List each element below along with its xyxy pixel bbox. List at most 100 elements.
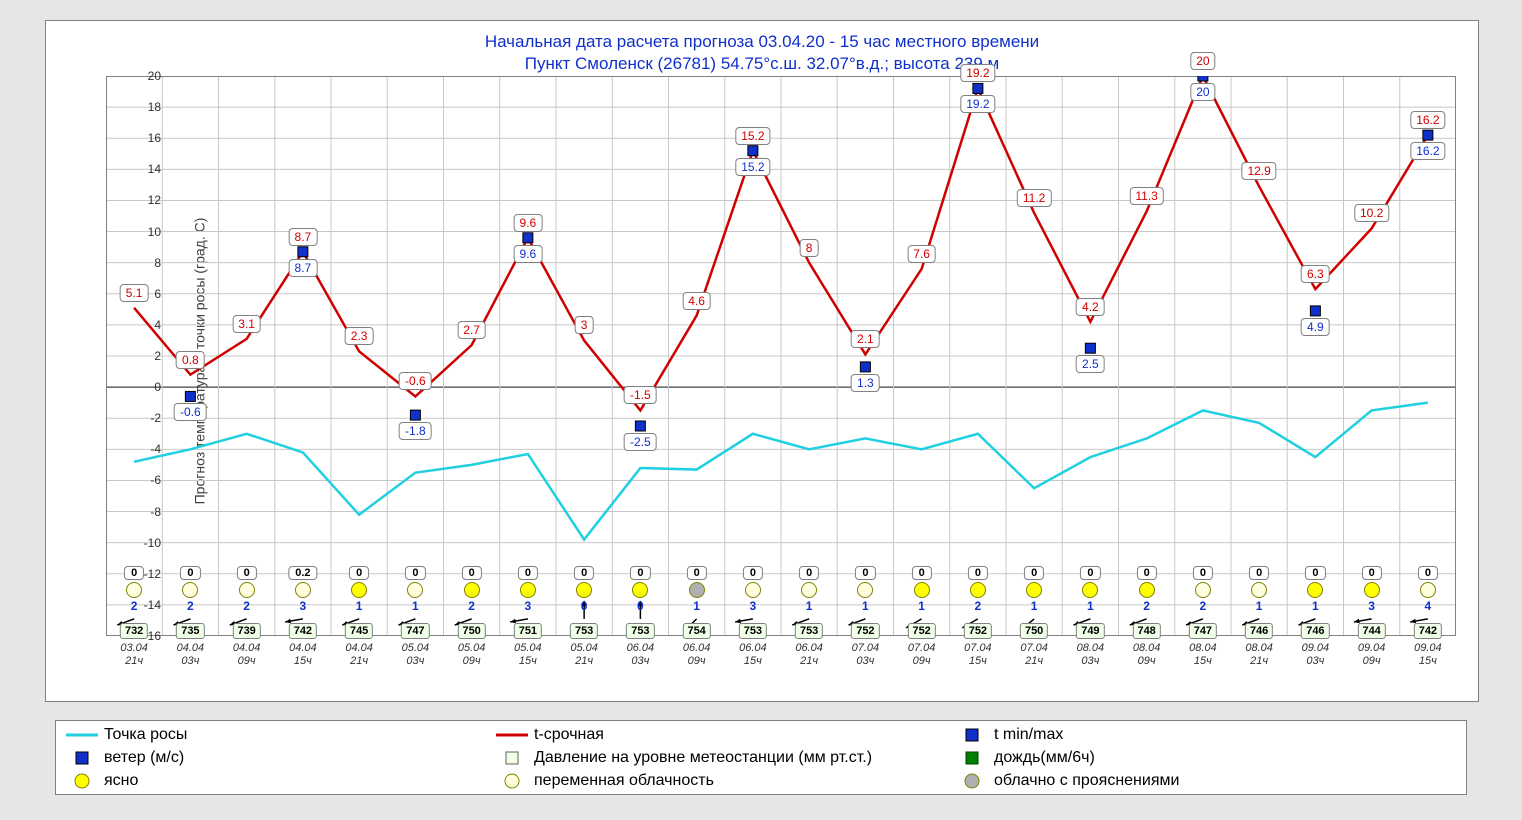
minmax-label: 9.6 — [514, 245, 543, 263]
wind-speed-label: 1 — [1256, 599, 1263, 613]
precip-label: 0 — [743, 566, 763, 580]
pressure-label: 753 — [570, 623, 598, 639]
temp-label: 8 — [800, 239, 819, 257]
legend-row: Точка росы t-срочная t min/max — [66, 723, 1456, 746]
y-tick-label: -2 — [111, 411, 161, 425]
wind-speed-label: 1 — [1087, 599, 1094, 613]
precip-label: 0 — [1137, 566, 1157, 580]
precip-label: 0 — [855, 566, 875, 580]
temp-label: 10.2 — [1354, 204, 1389, 222]
y-tick-label: 4 — [111, 318, 161, 332]
wind-speed-label: 2 — [1200, 599, 1207, 613]
legend-minmax: t min/max — [956, 726, 1063, 744]
temp-label: 11.2 — [1017, 189, 1051, 207]
temp-label: 0.8 — [176, 351, 205, 369]
wind-speed-label: 3 — [1368, 599, 1375, 613]
pressure-label: 753 — [626, 623, 654, 639]
weather-icon — [1307, 582, 1323, 598]
weather-icon — [1139, 582, 1155, 598]
y-tick-label: 20 — [111, 69, 161, 83]
x-tick-label: 03.0421ч — [120, 642, 148, 668]
temp-label: 8.7 — [289, 228, 318, 246]
weather-icon — [745, 582, 761, 598]
wind-speed-label: 3 — [750, 599, 757, 613]
legend-label: ветер (м/с) — [104, 749, 184, 767]
wind-speed-label: 3 — [525, 599, 532, 613]
pressure-label: 750 — [1020, 623, 1048, 639]
title-line1: Начальная дата расчета прогноза 03.04.20… — [46, 31, 1478, 53]
pressure-label: 752 — [851, 623, 879, 639]
weather-icon — [464, 582, 480, 598]
wind-speed-label: 4 — [1425, 599, 1432, 613]
wind-speed-label: 1 — [1031, 599, 1038, 613]
legend-row: ясно переменная облачность облачно с про… — [66, 769, 1456, 792]
x-tick-label: 09.0403ч — [1302, 642, 1330, 668]
minmax-label: -1.8 — [399, 422, 432, 440]
pressure-label: 749 — [1076, 623, 1104, 639]
temp-label: 3 — [575, 316, 594, 334]
weather-icon — [1251, 582, 1267, 598]
legend-label: облачно с прояснениями — [994, 772, 1179, 790]
weather-icon — [1082, 582, 1098, 598]
y-tick-label: 0 — [111, 380, 161, 394]
x-tick-label: 09.0415ч — [1414, 642, 1442, 668]
temp-label: 2.3 — [345, 327, 374, 345]
precip-label: 0 — [912, 566, 932, 580]
wind-speed-label: 2 — [468, 599, 475, 613]
temp-label: -0.6 — [399, 372, 432, 390]
legend-label: t min/max — [994, 726, 1063, 744]
weather-icon — [857, 582, 873, 598]
precip-label: 0 — [799, 566, 819, 580]
pressure-label: 748 — [1132, 623, 1160, 639]
precip-label: 0.2 — [288, 566, 317, 580]
x-tick-label: 06.0421ч — [795, 642, 823, 668]
temp-label: 4.6 — [682, 292, 711, 310]
wind-speed-label: 1 — [1312, 599, 1319, 613]
title-line2: Пункт Смоленск (26781) 54.75°с.ш. 32.07°… — [46, 53, 1478, 75]
pressure-label: 747 — [1189, 623, 1217, 639]
circle-icon — [66, 773, 98, 789]
weather-icon — [295, 582, 311, 598]
temp-label: 3.1 — [232, 315, 261, 333]
legend-rain: дождь(мм/6ч) — [956, 749, 1095, 767]
legend-label: Давление на уровне метеостанции (мм рт.с… — [534, 749, 872, 767]
weather-icon — [239, 582, 255, 598]
weather-icon — [576, 582, 592, 598]
legend-dew: Точка росы — [66, 726, 496, 744]
weather-icon — [1195, 582, 1211, 598]
legend-t: t-срочная — [496, 726, 956, 744]
y-tick-label: -8 — [111, 505, 161, 519]
minmax-label: 16.2 — [1410, 142, 1445, 160]
minmax-label: 19.2 — [960, 95, 995, 113]
precip-label: 0 — [462, 566, 482, 580]
pressure-label: 752 — [964, 623, 992, 639]
wind-speed-label: 2 — [975, 599, 982, 613]
precip-label: 0 — [1362, 566, 1382, 580]
pressure-label: 739 — [232, 623, 260, 639]
minmax-label: -2.5 — [624, 433, 657, 451]
temp-label: 6.3 — [1301, 265, 1330, 283]
weather-icon — [520, 582, 536, 598]
weather-icon — [1364, 582, 1380, 598]
weather-icon — [801, 582, 817, 598]
line-icon — [66, 727, 98, 743]
minmax-label: 1.3 — [851, 374, 880, 392]
legend-pressure: Давление на уровне метеостанции (мм рт.с… — [496, 749, 956, 767]
legend-wind: ветер (м/с) — [66, 749, 496, 767]
pressure-label: 735 — [176, 623, 204, 639]
x-tick-label: 07.0403ч — [852, 642, 880, 668]
x-tick-label: 06.0415ч — [739, 642, 767, 668]
precip-label: 0 — [1305, 566, 1325, 580]
minmax-label: -0.6 — [174, 403, 207, 421]
weather-icon — [914, 582, 930, 598]
precip-label: 0 — [1249, 566, 1269, 580]
chart-title: Начальная дата расчета прогноза 03.04.20… — [46, 31, 1478, 75]
precip-label: 0 — [968, 566, 988, 580]
x-tick-label: 08.0403ч — [1077, 642, 1105, 668]
precip-label: 0 — [1024, 566, 1044, 580]
precip-label: 0 — [630, 566, 650, 580]
line-icon — [496, 727, 528, 743]
temp-label: -1.5 — [624, 386, 657, 404]
pressure-label: 753 — [795, 623, 823, 639]
temp-label: 5.1 — [120, 284, 149, 302]
